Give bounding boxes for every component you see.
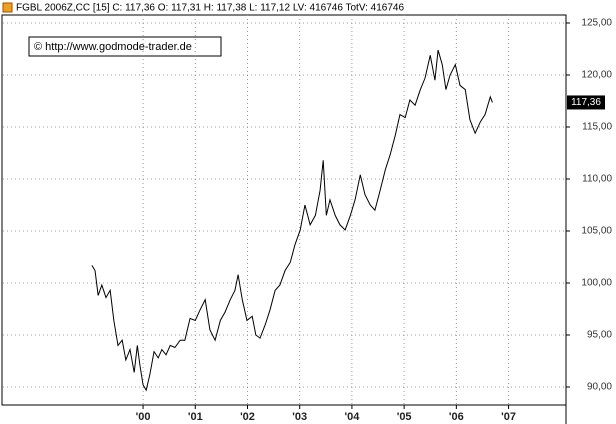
price-marker-label: 117,36 bbox=[571, 97, 601, 108]
y-tick-label: 90,00 bbox=[587, 382, 612, 393]
x-tick-label: '04 bbox=[344, 411, 360, 423]
x-tick-label: '02 bbox=[240, 411, 255, 423]
x-tick-label: '03 bbox=[292, 411, 307, 423]
y-tick-label: 95,00 bbox=[587, 330, 612, 341]
copyright: © http://www.godmode-trader.de bbox=[34, 41, 192, 53]
y-tick-label: 105,00 bbox=[581, 226, 612, 237]
x-tick-label: '06 bbox=[449, 411, 464, 423]
y-tick-label: 115,00 bbox=[582, 122, 612, 133]
x-tick-label: '05 bbox=[397, 411, 412, 423]
x-tick-label: '00 bbox=[136, 411, 151, 423]
price-line bbox=[91, 49, 493, 392]
y-tick-label: 120,00 bbox=[581, 70, 612, 81]
header-icon bbox=[2, 2, 13, 13]
header-title: FGBL 2006Z,CC [15] C: 117,36 O: 117,31 H… bbox=[16, 3, 404, 14]
y-tick-label: 125,00 bbox=[581, 18, 612, 29]
price-marker-box bbox=[567, 95, 605, 110]
y-tick-label: 100,00 bbox=[581, 278, 612, 289]
x-tick-label: '01 bbox=[188, 411, 203, 423]
copyright-box bbox=[28, 36, 222, 57]
y-tick-label: 110,00 bbox=[582, 174, 612, 185]
x-tick-label: '07 bbox=[501, 411, 516, 423]
